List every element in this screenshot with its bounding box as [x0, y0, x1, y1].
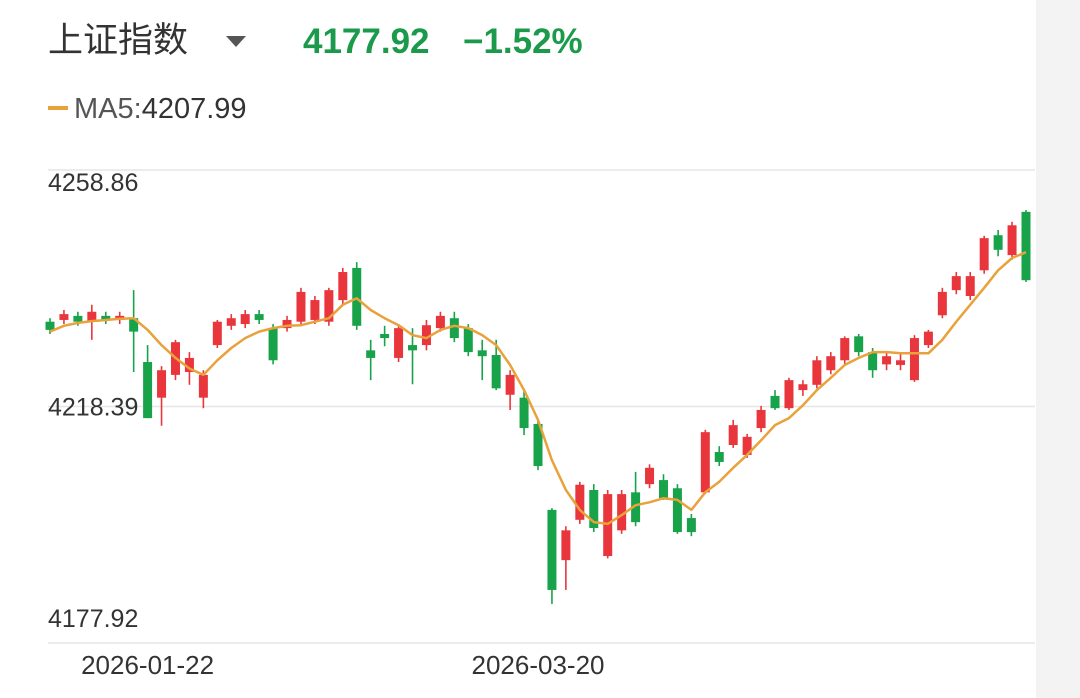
candle-body — [268, 328, 278, 361]
candle-body — [617, 494, 627, 531]
candle-body — [575, 484, 585, 520]
candle-body — [1021, 211, 1031, 281]
x-tick-label: 2026-03-20 — [472, 650, 605, 680]
candle-body — [477, 350, 487, 357]
candle-body — [965, 276, 975, 296]
candle-body — [254, 314, 264, 320]
y-tick-label: 4218.39 — [48, 394, 138, 422]
candle-body — [240, 314, 250, 325]
candle-body — [505, 374, 515, 395]
candle-body — [993, 235, 1003, 250]
candle-body — [631, 492, 641, 523]
candle-body — [854, 336, 864, 353]
candle-body — [226, 318, 236, 326]
y-tick-label: 4258.86 — [48, 169, 138, 197]
candle-body — [658, 480, 668, 499]
candle-body — [923, 331, 933, 346]
candle-body — [868, 352, 878, 371]
candle-body — [561, 530, 571, 561]
ma-line — [49, 251, 1027, 526]
grid: 4177.92 4218.39 4258.86 2026-01-22 2026-03-2… — [48, 169, 1035, 680]
candle-body — [366, 350, 376, 358]
candle-body — [296, 291, 306, 322]
candle-body — [198, 374, 208, 398]
plot — [45, 210, 1031, 604]
candle-body — [756, 409, 766, 429]
candle-body — [184, 357, 194, 372]
candle-body — [784, 380, 794, 409]
candle-body — [589, 490, 599, 528]
candle-body — [840, 338, 850, 361]
candle-body — [421, 325, 431, 346]
candle-body — [909, 338, 919, 381]
candle-body — [533, 423, 543, 467]
legend-value: 4207.99 — [142, 93, 247, 125]
candle-body — [896, 360, 906, 365]
candle-body — [449, 318, 459, 339]
candle-body — [714, 452, 724, 462]
candle-body — [87, 311, 97, 322]
candle-body — [212, 321, 222, 346]
x-tick-label: 2026-01-22 — [81, 650, 214, 680]
candle-body — [324, 290, 334, 322]
candle-body — [338, 272, 348, 301]
candle-body — [770, 395, 780, 409]
chart-title: 上证指数 — [48, 21, 188, 61]
candle-body — [435, 315, 445, 329]
candle-body — [73, 315, 83, 322]
candle-body — [380, 333, 390, 339]
side-panel — [1036, 0, 1080, 698]
candle-body — [798, 384, 808, 391]
candle-body — [282, 319, 292, 329]
candle-body — [728, 425, 738, 446]
candle-body — [672, 488, 682, 533]
candle-body — [937, 291, 947, 316]
candle-body — [129, 318, 139, 332]
candle-body — [408, 345, 418, 351]
candle-body — [519, 397, 529, 429]
candle-body — [101, 315, 111, 320]
candle-body — [742, 436, 752, 455]
candle-body — [491, 355, 501, 389]
candle-body — [143, 362, 153, 419]
candle-body — [951, 276, 961, 291]
legend: MA5:4207.99 — [74, 93, 247, 125]
candle-body — [826, 356, 836, 371]
candle-body — [157, 370, 167, 398]
last-price: 4177.92 — [303, 22, 430, 61]
candle-body — [45, 321, 55, 330]
candle-body — [686, 518, 696, 533]
y-tick-label: 4177.92 — [48, 605, 138, 633]
candle-body — [700, 432, 710, 493]
candle-body — [463, 328, 473, 353]
legend-label: MA5: — [74, 93, 142, 125]
candle-body — [310, 300, 320, 320]
candle-body — [979, 238, 989, 271]
candle-body — [352, 267, 362, 326]
price-change: −1.52% — [463, 22, 583, 61]
candle-body — [394, 328, 404, 358]
dropdown-arrow[interactable] — [226, 36, 246, 47]
candle-body — [882, 356, 892, 365]
candle-body — [812, 360, 822, 385]
candle-body — [1007, 225, 1017, 256]
candle-body — [645, 467, 655, 485]
candle-body — [547, 509, 557, 590]
candle-body — [59, 314, 69, 320]
